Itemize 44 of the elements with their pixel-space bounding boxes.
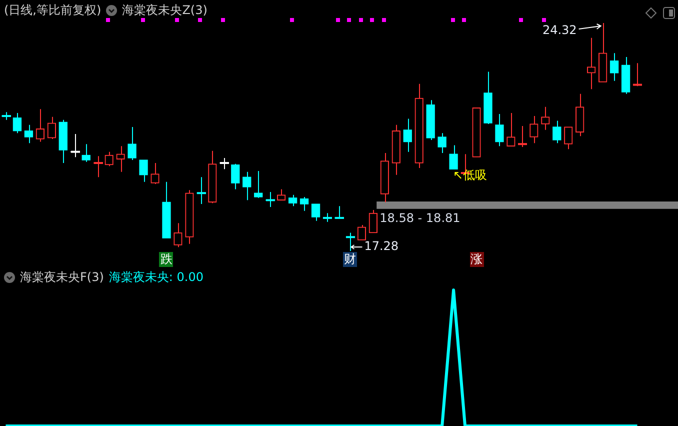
candlestick [311,204,320,222]
chart-title: (日线,等比前复权) [4,2,102,19]
text: 海棠夜未央: 0.00 [108,269,204,286]
candlestick [58,119,68,164]
annotation: 24.32 [542,23,577,38]
text: 涨 [470,252,484,267]
candlestick [185,190,194,244]
candlestick [139,160,148,182]
candlestick [116,146,125,172]
candlestick [414,83,424,169]
candlestick [380,152,389,203]
candlestick [12,112,22,134]
chart-title: 海棠夜未央F(3) [20,269,104,286]
candlestick [403,118,412,152]
candlestick [128,126,136,161]
candlestick [24,124,34,144]
text: 跌 [159,252,174,267]
candlestick [552,120,562,144]
candlestick [621,56,630,94]
candlestick [208,150,217,204]
annotation: 17.28 [364,239,399,254]
candlestick [392,124,400,176]
annotation: ↖低吸 [453,168,488,182]
candlestick [254,170,263,198]
candlestick [82,144,90,162]
candlestick [368,209,378,234]
text: 财 [343,252,358,267]
candlestick [242,171,252,201]
candlestick [564,126,573,150]
candlestick [484,71,492,125]
candlestick [598,22,608,82]
candlestick [576,93,584,137]
candlestick [288,194,298,207]
candlestick [47,116,56,140]
candlestick [162,181,171,238]
candlestick [438,132,446,154]
candlestick [449,144,458,170]
candlestick [610,52,619,82]
candlestick [426,100,435,140]
candlestick [300,196,309,212]
band-label: 18.58 - 18.81 [380,210,460,225]
chart-subtitle: 海棠夜未央Z(3) [122,2,208,19]
candlestick [495,113,504,147]
candlestick [231,163,240,190]
